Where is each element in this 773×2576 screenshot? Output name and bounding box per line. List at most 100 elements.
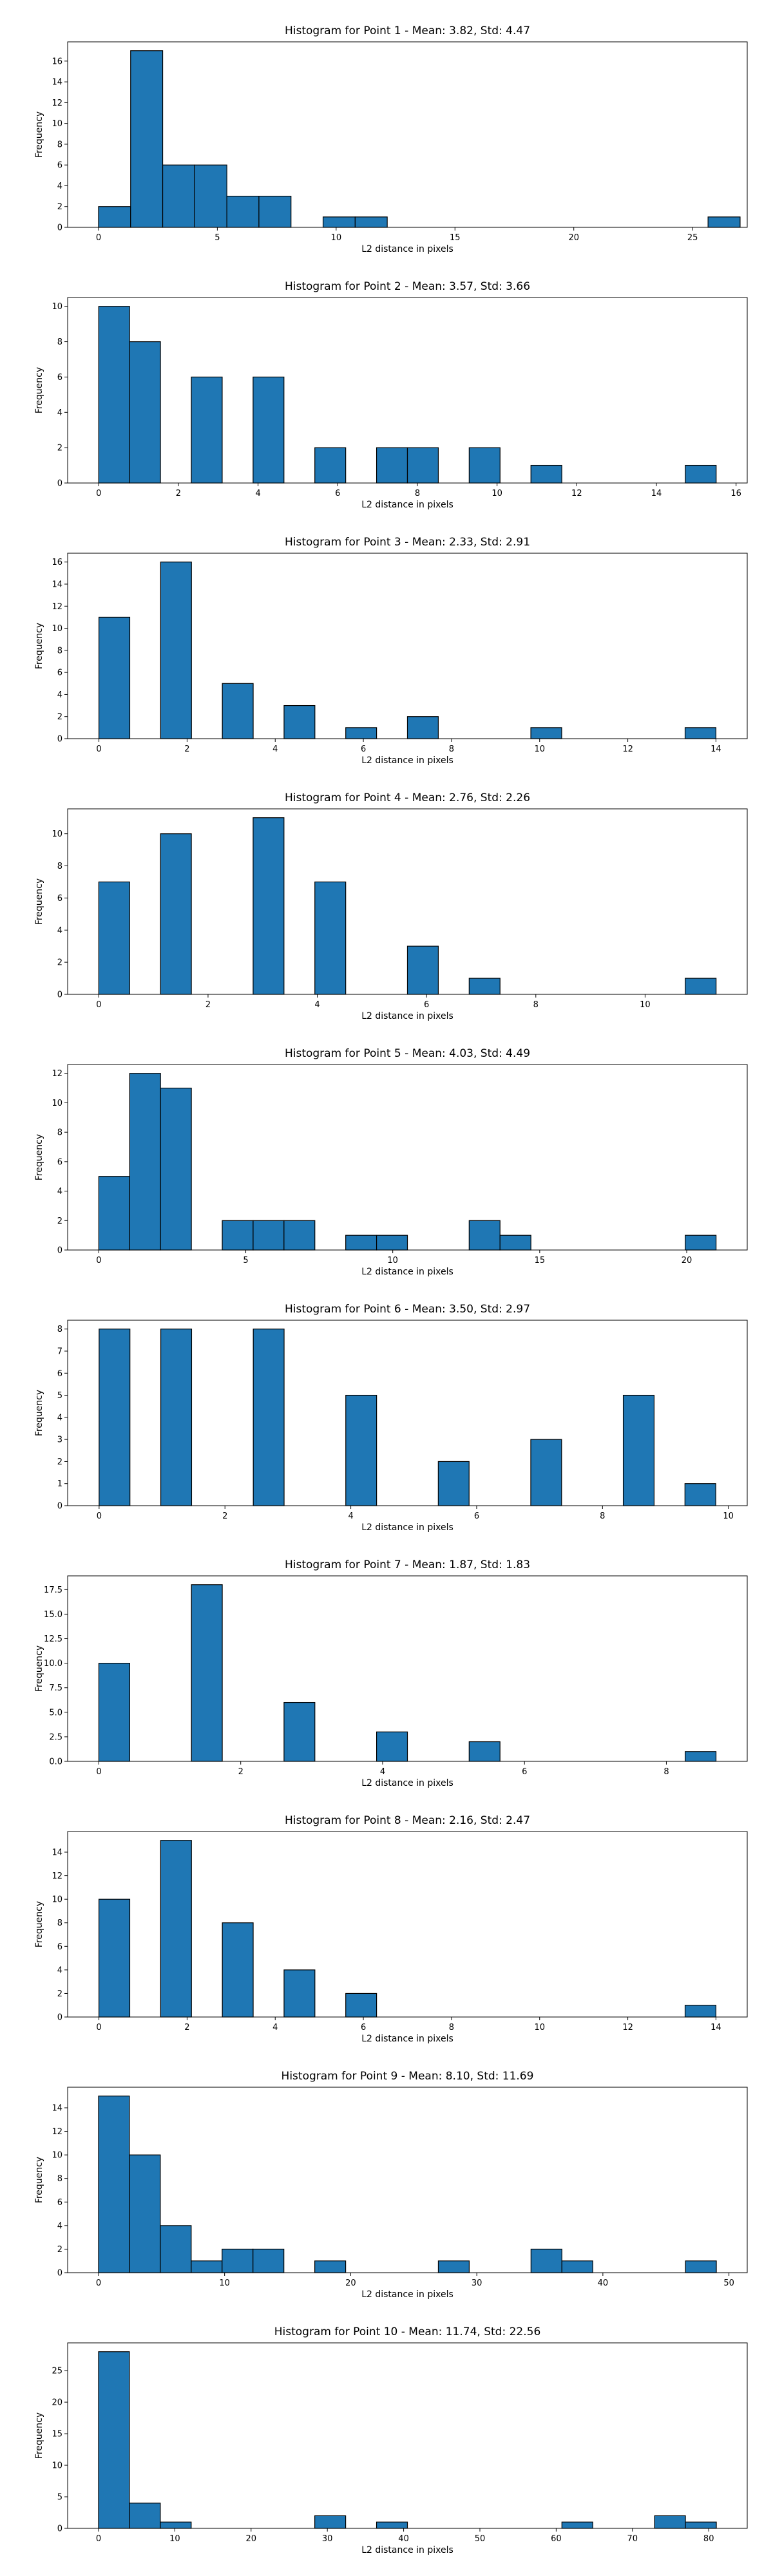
- y-tick-label: 6: [57, 894, 62, 904]
- histogram-panel-8: Histogram for Point 8 - Mean: 2.16, Std:…: [34, 1814, 748, 2044]
- y-tick-label: 2: [57, 1217, 62, 1226]
- y-tick-label: 4: [57, 1413, 62, 1423]
- y-tick-label: 8: [57, 1325, 62, 1334]
- y-tick-label: 4: [57, 926, 62, 936]
- y-tick-label: 6: [57, 1157, 62, 1167]
- y-tick-label: 12: [52, 2127, 62, 2137]
- x-axis-label: L2 distance in pixels: [361, 1522, 453, 1533]
- chart-title: Histogram for Point 9 - Mean: 8.10, Std:…: [282, 2070, 534, 2083]
- y-tick-label: 12: [52, 99, 62, 108]
- bars: [98, 2096, 717, 2273]
- x-tick-label: 80: [703, 2534, 714, 2544]
- y-tick-label: 4: [57, 1965, 62, 1975]
- plot-frame: [67, 1575, 748, 1762]
- chart-title: Histogram for Point 6 - Mean: 3.50, Std:…: [285, 1303, 530, 1316]
- x-tick-label: 8: [663, 1767, 669, 1777]
- x-tick-label: 10: [169, 2534, 180, 2544]
- x-tick-label: 20: [682, 1256, 692, 1265]
- histogram-bar: [376, 2521, 408, 2529]
- y-tick-label: 10.0: [44, 1659, 62, 1669]
- x-tick-label: 8: [449, 2023, 454, 2032]
- x-tick-label: 5: [243, 1256, 248, 1265]
- y-tick-label: 6: [57, 1369, 62, 1379]
- x-tick-label: 12: [622, 744, 633, 754]
- y-tick-label: 10: [52, 624, 62, 634]
- x-tick-label: 2: [184, 744, 189, 754]
- y-tick-label: 4: [57, 690, 62, 700]
- x-axis-label: L2 distance in pixels: [361, 500, 453, 510]
- x-tick-label: 4: [348, 1511, 353, 1521]
- x-tick-label: 40: [598, 2278, 609, 2288]
- histogram-bar: [684, 727, 717, 739]
- histogram-bar: [98, 306, 130, 484]
- histogram-bar: [314, 447, 347, 484]
- y-tick-label: 2: [57, 444, 62, 453]
- x-tick-label: 16: [730, 489, 741, 498]
- plot-frame: [67, 1831, 748, 2018]
- histogram-bar: [622, 1394, 655, 1506]
- bars: [98, 2351, 717, 2529]
- histogram-bar: [406, 716, 439, 739]
- x-tick-label: 4: [272, 2023, 278, 2032]
- histogram-bar: [191, 1584, 223, 1762]
- x-tick-label: 2: [238, 1767, 243, 1777]
- y-tick-label: 20: [52, 2398, 62, 2408]
- x-tick-label: 10: [534, 2023, 545, 2032]
- bars: [98, 817, 717, 995]
- histogram-bar: [253, 1329, 285, 1506]
- y-axis-label: Frequency: [34, 623, 44, 669]
- x-tick-label: 60: [551, 2534, 562, 2544]
- histogram-bar: [160, 1840, 192, 2018]
- y-axis-label: Frequency: [34, 1390, 44, 1436]
- plot-frame: [67, 553, 748, 739]
- y-tick-label: 10: [52, 1895, 62, 1905]
- x-tick-label: 6: [474, 1511, 479, 1521]
- x-tick-label: 2: [205, 1000, 211, 1010]
- histogram-bar: [376, 1731, 408, 1762]
- x-tick-label: 6: [361, 744, 366, 754]
- y-tick-label: 0: [57, 735, 62, 744]
- histogram-bar: [191, 2260, 223, 2273]
- x-tick-label: 2: [176, 489, 181, 498]
- x-tick-label: 10: [723, 1511, 734, 1521]
- x-axis-label: L2 distance in pixels: [361, 244, 453, 254]
- chart-title: Histogram for Point 7 - Mean: 1.87, Std:…: [285, 1558, 530, 1571]
- histogram-bar: [160, 2225, 192, 2273]
- y-tick-label: 16: [52, 558, 62, 567]
- y-tick-label: 10: [52, 829, 62, 839]
- histogram-bar: [685, 2521, 717, 2529]
- x-tick-label: 4: [380, 1767, 385, 1777]
- plot-frame: [67, 1064, 748, 1251]
- x-tick-label: 0: [96, 233, 101, 243]
- x-tick-label: 20: [568, 233, 579, 243]
- y-tick-label: 16: [52, 57, 62, 66]
- y-tick-label: 12: [52, 602, 62, 612]
- x-tick-label: 4: [272, 744, 278, 754]
- histogram-bar: [226, 195, 260, 228]
- x-tick-label: 0: [96, 1000, 101, 1010]
- x-tick-label: 8: [600, 1511, 605, 1521]
- chart-title: Histogram for Point 4 - Mean: 2.76, Std:…: [285, 791, 530, 804]
- chart-title: Histogram for Point 2 - Mean: 3.57, Std:…: [285, 280, 530, 293]
- histogram-bar: [160, 833, 192, 995]
- histogram-bar: [468, 1220, 501, 1251]
- y-axis-label: Frequency: [34, 1645, 44, 1692]
- histogram-bar: [561, 2260, 593, 2273]
- histogram-panel-6: Histogram for Point 6 - Mean: 3.50, Std:…: [34, 1303, 748, 1533]
- histogram-panel-9: Histogram for Point 9 - Mean: 8.10, Std:…: [34, 2070, 748, 2300]
- y-tick-label: 8: [57, 337, 62, 347]
- histogram-bar: [345, 1993, 377, 2018]
- histogram-bar: [437, 2260, 470, 2273]
- x-tick-label: 10: [640, 1000, 651, 1010]
- y-tick-label: 2: [57, 958, 62, 968]
- x-tick-label: 20: [245, 2534, 256, 2544]
- y-tick-label: 8: [57, 862, 62, 871]
- x-tick-label: 10: [331, 233, 342, 243]
- histogram-bar: [684, 2005, 717, 2018]
- y-tick-label: 4: [57, 2221, 62, 2231]
- histogram-panel-2: Histogram for Point 2 - Mean: 3.57, Std:…: [34, 280, 748, 510]
- histogram-bar: [222, 2248, 254, 2273]
- histogram-bar: [376, 1235, 408, 1251]
- chart-title: Histogram for Point 3 - Mean: 2.33, Std:…: [285, 536, 530, 549]
